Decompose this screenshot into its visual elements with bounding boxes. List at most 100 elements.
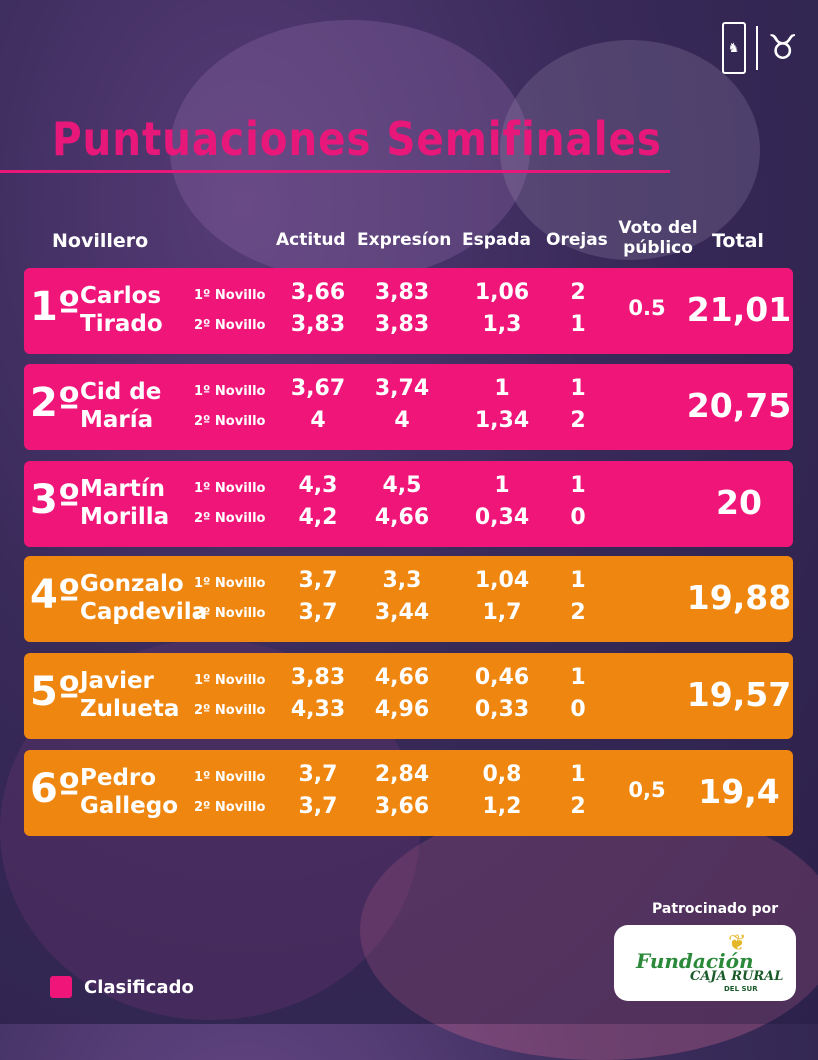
- voto-publico: 0.5: [628, 296, 666, 320]
- actitud-1: 3,83: [290, 665, 346, 690]
- novillo-2-label: 2º Novillo: [194, 414, 266, 429]
- header-logos: ♞ ♉: [721, 22, 798, 74]
- novillo-2-label: 2º Novillo: [194, 318, 266, 333]
- name-second-line: Gallego: [80, 793, 179, 819]
- name-second-line: Capdevila: [80, 599, 208, 625]
- total-score: 19,88: [686, 578, 792, 617]
- name-second-line: María: [80, 407, 154, 433]
- legend: Clasificado: [50, 976, 194, 998]
- expresion-1: 3,74: [374, 376, 430, 401]
- table-row: 3º Martín Morilla 1º Novillo 2º Novillo 4,3 4,…: [24, 461, 793, 547]
- total-score: 20: [716, 483, 762, 522]
- header-espada: Espada: [462, 230, 532, 250]
- name-second-line: Tirado: [80, 311, 163, 337]
- name-first-line: Cid de: [80, 379, 162, 405]
- orejas-2: 0: [570, 697, 586, 722]
- page-title: Puntuaciones Semifinales: [52, 112, 662, 166]
- expresion-2: 4,66: [374, 505, 430, 530]
- expresion-2: 3,44: [374, 600, 430, 625]
- position: 4º: [30, 572, 81, 618]
- orejas-1: 2: [570, 280, 586, 305]
- novillo-1-label: 1º Novillo: [194, 576, 266, 591]
- orejas-2: 1: [570, 312, 586, 337]
- table-row: 2º Cid de María 1º Novillo 2º Novillo 3,67 4 3,…: [24, 364, 793, 450]
- novillero-name: Gonzalo Capdevila: [80, 570, 208, 626]
- name-first-line: Javier: [80, 668, 154, 694]
- sponsor-logo: ❦ Fundación CAJA RURAL DEL SUR: [614, 925, 796, 1001]
- name-first-line: Carlos: [80, 283, 162, 309]
- total-score: 19,57: [686, 675, 792, 714]
- novillero-name: Pedro Gallego: [80, 764, 190, 820]
- name-second-line: Morilla: [80, 504, 170, 530]
- header-voto: Voto del público: [618, 218, 698, 258]
- espada-2: 1,2: [482, 794, 522, 819]
- name-second-line: Zulueta: [80, 696, 180, 722]
- actitud-2: 3,7: [298, 600, 338, 625]
- expresion-2: 4,96: [374, 697, 430, 722]
- espada-2: 1,3: [482, 312, 522, 337]
- orejas-1: 1: [570, 473, 586, 498]
- novillero-name: Cid de María: [80, 378, 190, 434]
- actitud-1: 4,3: [298, 473, 338, 498]
- legend-label: Clasificado: [84, 976, 194, 998]
- sponsor-caja: CAJA RURAL: [690, 969, 784, 984]
- espada-2: 1,7: [482, 600, 522, 625]
- novillo-1-label: 1º Novillo: [194, 288, 266, 303]
- orejas-2: 2: [570, 600, 586, 625]
- actitud-2: 4,33: [290, 697, 346, 722]
- position: 3º: [30, 477, 81, 523]
- voto-publico: 0,5: [628, 778, 666, 802]
- novillo-2-label: 2º Novillo: [194, 606, 266, 621]
- name-first-line: Martín: [80, 476, 166, 502]
- espada-1: 1: [494, 473, 510, 498]
- expresion-1: 4,5: [382, 473, 422, 498]
- novillo-1-label: 1º Novillo: [194, 770, 266, 785]
- orejas-1: 1: [570, 665, 586, 690]
- total-score: 19,4: [698, 772, 780, 811]
- espada-2: 0,34: [474, 505, 530, 530]
- position: 2º: [30, 380, 81, 426]
- title-underline: [0, 170, 670, 173]
- actitud-1: 3,67: [290, 376, 346, 401]
- plaza-logo-icon: ♞: [721, 22, 746, 74]
- expresion-2: 3,83: [374, 312, 430, 337]
- novillero-name: Javier Zulueta: [80, 667, 190, 723]
- espada-1: 1: [494, 376, 510, 401]
- header-actitud: Actitud: [276, 230, 346, 250]
- logo-divider: [755, 26, 758, 70]
- orejas-2: 2: [570, 408, 586, 433]
- orejas-2: 0: [570, 505, 586, 530]
- expresion-1: 4,66: [374, 665, 430, 690]
- sponsor-fundacion: Fundación: [636, 949, 754, 973]
- actitud-1: 3,7: [298, 762, 338, 787]
- actitud-2: 3,83: [290, 312, 346, 337]
- bull-logo-icon: ♉: [767, 28, 798, 68]
- espada-1: 0,46: [474, 665, 530, 690]
- expresion-1: 3,83: [374, 280, 430, 305]
- table-row: 6º Pedro Gallego 1º Novillo 2º Novillo 3,7 3,7…: [24, 750, 793, 836]
- name-first-line: Gonzalo: [80, 571, 184, 597]
- total-score: 20,75: [686, 386, 792, 425]
- orejas-2: 2: [570, 794, 586, 819]
- header-novillero: Novillero: [52, 230, 149, 252]
- actitud-2: 4: [310, 408, 326, 433]
- novillo-1-label: 1º Novillo: [194, 481, 266, 496]
- espada-1: 1,06: [474, 280, 530, 305]
- novillero-name: Carlos Tirado: [80, 282, 190, 338]
- actitud-2: 3,7: [298, 794, 338, 819]
- header-expresion: Expresíon: [357, 230, 452, 250]
- expresion-2: 4: [394, 408, 410, 433]
- legend-swatch: [50, 976, 72, 998]
- orejas-1: 1: [570, 762, 586, 787]
- sponsor-sur: DEL SUR: [724, 985, 758, 993]
- wheat-icon: ❦: [728, 931, 747, 956]
- novillo-2-label: 2º Novillo: [194, 800, 266, 815]
- actitud-2: 4,2: [298, 505, 338, 530]
- table-row: 1º Carlos Tirado 1º Novillo 2º Novillo 3,66 3,…: [24, 268, 793, 354]
- orejas-1: 1: [570, 568, 586, 593]
- expresion-2: 3,66: [374, 794, 430, 819]
- orejas-1: 1: [570, 376, 586, 401]
- novillero-name: Martín Morilla: [80, 475, 190, 531]
- bg-decoration: [500, 40, 760, 260]
- expresion-1: 2,84: [374, 762, 430, 787]
